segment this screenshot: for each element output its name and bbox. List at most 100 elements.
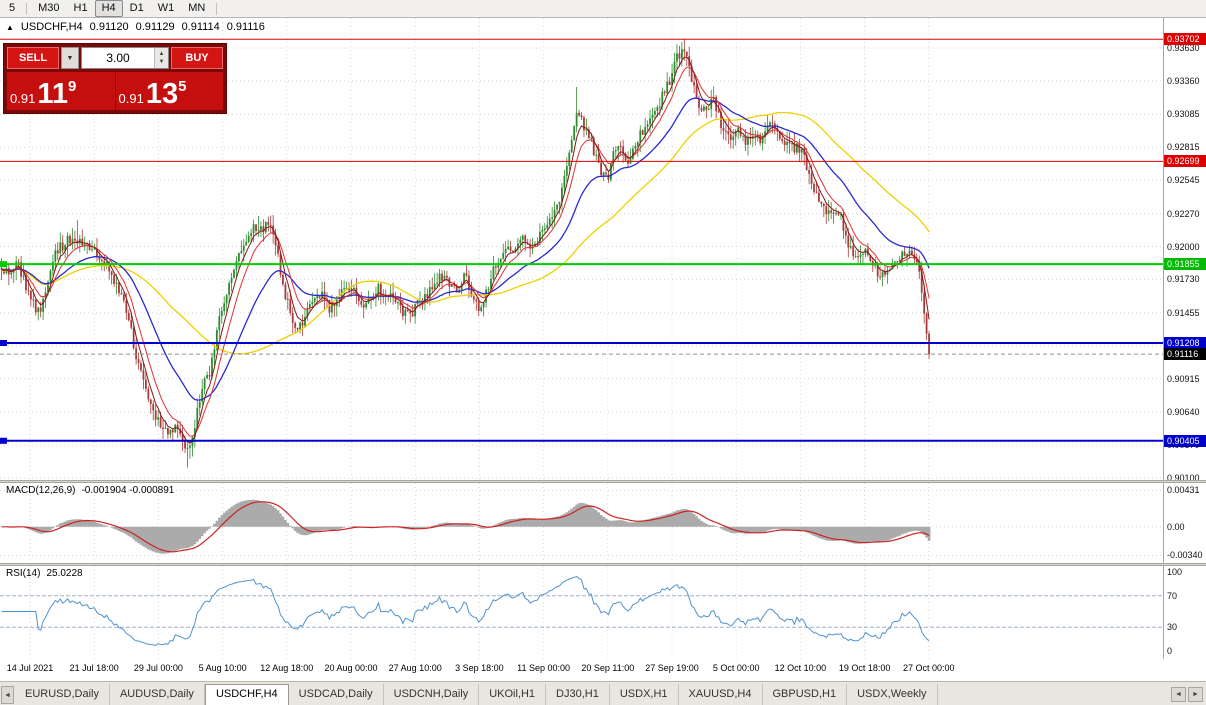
rsi-tick: 0 xyxy=(1167,646,1173,656)
timeframe-toolbar: 5 M30 H1 H4 D1 W1 MN xyxy=(0,0,1206,18)
hline-handle[interactable] xyxy=(0,339,7,346)
chart-tab-UKOil,H1[interactable]: UKOil,H1 xyxy=(479,684,547,705)
ohlc-close: 0.91116 xyxy=(226,21,265,33)
rsi-axis: 100 70 30 0 xyxy=(1163,566,1206,659)
price-tick: 0.92545 xyxy=(1167,175,1200,186)
macd-tick: 0.00 xyxy=(1167,521,1185,532)
price-tick: 0.93360 xyxy=(1167,75,1200,86)
ohlc-open: 0.91120 xyxy=(89,21,129,33)
rsi-panel[interactable]: RSI(14) 25.0228 100 70 30 0 xyxy=(0,566,1206,659)
tab-scroll-controls: ◄ ► xyxy=(1171,687,1203,702)
rsi-tick: 30 xyxy=(1167,622,1178,633)
candles xyxy=(0,39,930,468)
price-tick: 0.91455 xyxy=(1167,307,1200,318)
price-tick: 0.92815 xyxy=(1167,142,1200,153)
price-tag-0.93702: 0.93702 xyxy=(1164,33,1206,46)
volume-box: ▲ ▼ xyxy=(81,47,169,69)
time-label: 27 Sep 19:00 xyxy=(645,663,699,673)
timeframe-button-M30[interactable]: M30 xyxy=(31,0,66,17)
tabs-scroll-right-icon[interactable]: ► xyxy=(1188,687,1203,702)
chart-tab-DJ30,H1[interactable]: DJ30,H1 xyxy=(546,684,610,705)
price-divider xyxy=(114,72,116,110)
rsi-value: 25.0228 xyxy=(46,568,83,579)
toolbar-separator xyxy=(26,2,28,15)
macd-values: -0.001904 -0.000891 xyxy=(81,485,175,496)
chart-tab-USDCAD,Daily[interactable]: USDCAD,Daily xyxy=(288,684,384,705)
time-label: 3 Sep 18:00 xyxy=(455,663,504,673)
chart-tab-EURUSD,Daily[interactable]: EURUSD,Daily xyxy=(15,684,110,705)
chart-tab-USDX,H1[interactable]: USDX,H1 xyxy=(609,684,679,705)
tab-scroll-left-button[interactable]: ◄ xyxy=(1,686,14,704)
chart-tab-bar: ◄ EURUSD,Daily AUDUSD,Daily USDCHF,H4 USDCA… xyxy=(0,681,1206,705)
sell-price[interactable]: 0.91 11 9 xyxy=(7,72,115,110)
chart-window: ▲ USDCHF,H4 0.91120 0.91129 0.91114 0.91… xyxy=(0,18,1206,681)
time-label: 5 Oct 00:00 xyxy=(712,663,760,673)
time-label: 27 Oct 00:00 xyxy=(903,663,955,673)
symbol-header: ▲ USDCHF,H4 0.91120 0.91129 0.91114 0.91… xyxy=(6,21,265,33)
timeframe-button-H4[interactable]: H4 xyxy=(94,0,123,17)
time-axis[interactable]: 14 Jul 2021 21 Jul 18:00 29 Jul 00:00 5 Aug… xyxy=(0,659,1206,681)
macd-panel[interactable]: MACD(12,26,9) -0.001904 -0.000891 0.0043… xyxy=(0,483,1206,563)
timeframe-button-MN[interactable]: MN xyxy=(181,0,212,17)
chart-tab-USDX,Weekly[interactable]: USDX,Weekly xyxy=(847,684,938,705)
sell-price-sup: 9 xyxy=(67,78,77,95)
chart-tab-XAUUSD,H4[interactable]: XAUUSD,H4 xyxy=(678,684,763,705)
price-tick: 0.92270 xyxy=(1167,208,1200,219)
time-label: 29 Jul 00:00 xyxy=(133,663,183,673)
hline-handle[interactable] xyxy=(0,261,7,268)
price-axis[interactable]: 0.93630 0.93360 0.93085 0.92815 0.92545 0.922… xyxy=(1163,18,1206,480)
rsi-label: RSI(14) 25.0228 xyxy=(6,568,83,579)
sell-button[interactable]: SELL xyxy=(7,47,59,69)
main-chart-panel[interactable]: ▲ USDCHF,H4 0.91120 0.91129 0.91114 0.91… xyxy=(0,18,1206,480)
timeframe-button-W1[interactable]: W1 xyxy=(151,0,182,17)
price-tag-0.90405: 0.90405 xyxy=(1164,434,1206,447)
timeframe-button-H1[interactable]: H1 xyxy=(67,0,95,17)
timeframe-button-D1[interactable]: D1 xyxy=(123,0,151,17)
timeframe-button-5[interactable]: 5 xyxy=(2,0,22,17)
price-tick: 0.90100 xyxy=(1167,472,1200,480)
chevron-down-icon: ▼ xyxy=(66,54,74,62)
volume-input[interactable] xyxy=(82,48,154,68)
time-label: 14 Jul 2021 xyxy=(6,663,54,673)
price-tick: 0.90915 xyxy=(1167,373,1200,384)
time-label: 19 Oct 18:00 xyxy=(838,663,891,673)
ohlc-high: 0.91129 xyxy=(135,21,175,33)
rsi-tick: 100 xyxy=(1167,567,1183,577)
candlestick-chart[interactable] xyxy=(0,18,1163,480)
time-label: 5 Aug 10:00 xyxy=(198,663,247,673)
price-tick: 0.92000 xyxy=(1167,241,1200,252)
macd-label: MACD(12,26,9) -0.001904 -0.000891 xyxy=(6,485,174,496)
buy-price-sup: 5 xyxy=(178,78,187,95)
price-tag-0.91208: 0.91208 xyxy=(1164,336,1206,349)
panel-separator[interactable] xyxy=(0,563,1206,566)
time-label: 12 Aug 18:00 xyxy=(260,663,314,673)
chart-tab-USDCHF,H4[interactable]: USDCHF,H4 xyxy=(204,684,289,705)
buy-price-prefix: 0.91 xyxy=(118,91,144,106)
chart-tab-USDCNH,Daily[interactable]: USDCNH,Daily xyxy=(383,684,480,705)
order-options-dropdown[interactable]: ▼ xyxy=(61,47,79,69)
hline-handle[interactable] xyxy=(0,437,7,444)
chart-tab-AUDUSD,Daily[interactable]: AUDUSD,Daily xyxy=(109,684,205,705)
buy-price[interactable]: 0.91 13 5 xyxy=(116,72,224,110)
panel-separator[interactable] xyxy=(0,480,1206,483)
macd-tick: 0.00431 xyxy=(1167,485,1200,496)
price-tick: 0.93630 xyxy=(1167,42,1200,53)
time-label: 11 Sep 00:00 xyxy=(517,663,571,673)
buy-button[interactable]: BUY xyxy=(171,47,223,69)
tabs-scroll-left-icon[interactable]: ◄ xyxy=(1171,687,1186,702)
volume-stepper[interactable]: ▲ ▼ xyxy=(154,48,168,68)
collapse-icon[interactable]: ▲ xyxy=(6,22,14,32)
time-label: 27 Aug 10:00 xyxy=(388,663,442,673)
price-tick: 0.93085 xyxy=(1167,109,1200,120)
spinner-down-icon[interactable]: ▼ xyxy=(158,59,165,65)
price-tick: 0.91730 xyxy=(1167,274,1200,285)
buy-price-big: 13 xyxy=(145,78,179,110)
chart-tab-GBPUSD,H1[interactable]: GBPUSD,H1 xyxy=(762,684,848,705)
price-tag-0.91855: 0.91855 xyxy=(1164,258,1206,271)
sell-price-prefix: 0.91 xyxy=(10,91,36,106)
spinner-up-icon[interactable]: ▲ xyxy=(158,51,165,57)
price-tick: 0.90640 xyxy=(1167,407,1200,418)
macd-chart xyxy=(0,483,1163,563)
